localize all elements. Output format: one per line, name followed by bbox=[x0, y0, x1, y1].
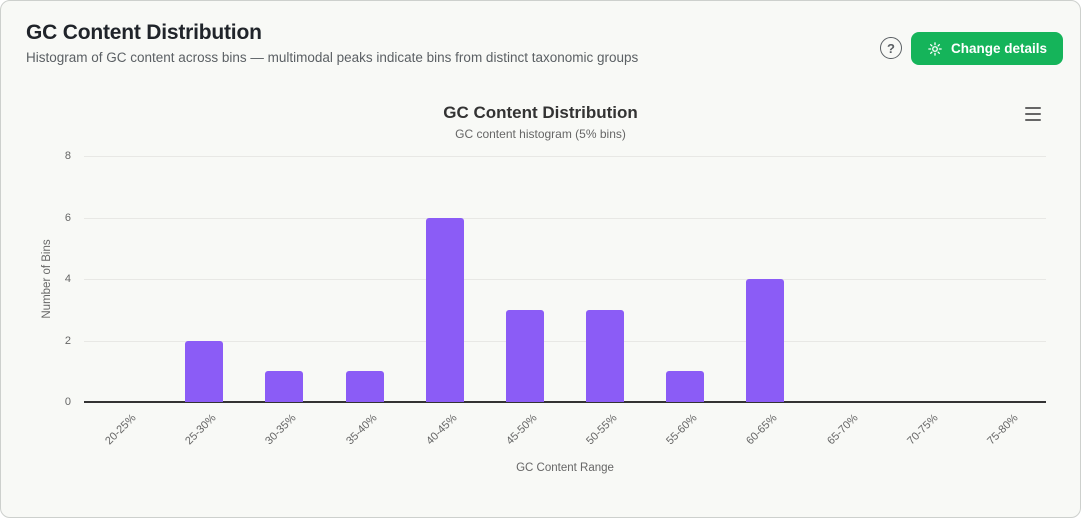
x-tick-label: 40-45% bbox=[423, 412, 460, 448]
x-tick-label: 70-75% bbox=[904, 412, 941, 448]
y-tick-label: 6 bbox=[64, 211, 71, 224]
change-details-label: Change details bbox=[951, 41, 1048, 56]
header: GC Content Distribution Histogram of GC … bbox=[26, 21, 638, 65]
gear-icon bbox=[928, 41, 942, 56]
bar-45-50%[interactable] bbox=[505, 309, 544, 402]
x-tick-label: 50-55% bbox=[584, 412, 620, 448]
bar-40-45%[interactable] bbox=[425, 217, 464, 402]
chart-menu-icon[interactable] bbox=[1021, 102, 1046, 126]
x-axis-line bbox=[84, 401, 1046, 403]
x-tick-label: 25-30% bbox=[183, 412, 219, 448]
page-subtitle: Histogram of GC content across bins — mu… bbox=[26, 50, 639, 65]
gridline bbox=[84, 217, 1046, 219]
y-tick-label: 2 bbox=[64, 334, 71, 347]
x-tick-label: 30-35% bbox=[263, 412, 299, 448]
x-tick-label: 55-60% bbox=[664, 412, 700, 448]
x-tick-label: 60-65% bbox=[744, 412, 780, 448]
x-tick-label: 45-50% bbox=[504, 412, 540, 448]
gridline bbox=[84, 156, 1046, 157]
bar-60-65%[interactable] bbox=[746, 279, 785, 402]
bar-50-55%[interactable] bbox=[586, 309, 625, 402]
y-tick-label: 4 bbox=[64, 273, 71, 285]
chart-subtitle: GC content histogram (5% bins) bbox=[455, 127, 626, 141]
gridline bbox=[84, 279, 1046, 280]
x-tick-label: 20-25% bbox=[103, 412, 139, 448]
bar-30-35%[interactable] bbox=[265, 371, 304, 402]
bar-25-30%[interactable] bbox=[185, 340, 224, 402]
bar-35-40%[interactable] bbox=[345, 371, 384, 402]
chart-title: GC Content Distribution bbox=[443, 103, 638, 122]
y-axis-title: Number of Bins bbox=[41, 239, 53, 319]
y-tick-label: 8 bbox=[64, 150, 71, 162]
x-tick-label: 75-80% bbox=[985, 412, 1021, 448]
page-title: GC Content Distribution bbox=[26, 21, 262, 44]
help-icon-glyph: ? bbox=[887, 40, 895, 56]
x-tick-label: 65-70% bbox=[824, 412, 861, 448]
y-tick-label: 0 bbox=[64, 396, 71, 408]
change-details-button[interactable]: Change details bbox=[911, 32, 1064, 65]
help-icon[interactable]: ? bbox=[880, 37, 902, 59]
gridline bbox=[84, 340, 1046, 342]
bar-55-60%[interactable] bbox=[666, 371, 705, 402]
x-axis-title: GC Content Range bbox=[516, 462, 614, 474]
x-tick-label: 35-40% bbox=[343, 412, 380, 448]
